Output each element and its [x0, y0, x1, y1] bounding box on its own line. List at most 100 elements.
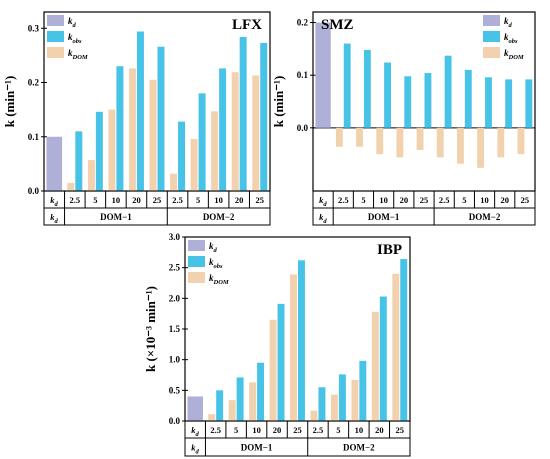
bar-kdom [371, 311, 379, 421]
group-label-kd-sub: d [323, 218, 327, 225]
bar-kobs [75, 131, 83, 191]
chart-panel-ibp: 0.0 0.5 1.0 1.5 2.0 2.5 3.0 k (×10⁻³ min⁻¹) IBP k… [143, 232, 411, 457]
y-tick-label: 0.0 [297, 123, 309, 133]
category-label: 2.5 [338, 195, 349, 205]
bar-kobs [359, 360, 367, 421]
category-label: 10 [379, 195, 388, 205]
y-tick-label: 1.0 [169, 355, 181, 365]
group-label-kd-base: k [191, 443, 196, 453]
category-label: 10 [480, 195, 489, 205]
group-label: DOM−1 [241, 443, 273, 453]
category-label: 20 [235, 195, 244, 205]
y-tick-label: 0.3 [28, 23, 40, 33]
category-label: 2.5 [172, 195, 183, 205]
group-label: DOM−2 [203, 212, 235, 222]
bar-kdom [392, 273, 400, 421]
category-label-kd: kd [319, 195, 327, 208]
bar-kdom [497, 127, 505, 158]
bar-kobs [157, 46, 165, 192]
bar-kobs [239, 36, 247, 192]
bar-kobs [424, 73, 432, 128]
bar-kobs [216, 390, 224, 421]
legend-swatch [188, 256, 205, 267]
legend-label: kobs [209, 257, 223, 270]
legend-swatch [47, 31, 64, 42]
legend-label: kDOM [68, 48, 88, 61]
bar-kobs [379, 296, 387, 421]
y-axis-title: k (min⁻¹) [271, 76, 286, 128]
legend-label: kd [68, 16, 77, 29]
bar-kdom [108, 109, 116, 191]
category-label: 20 [273, 425, 282, 435]
category-label: 10 [252, 425, 261, 435]
y-tick-label: 0.1 [28, 132, 40, 142]
legend-label-base: k [68, 16, 73, 26]
category-label: 20 [500, 195, 509, 205]
bar-kdom [330, 394, 338, 421]
bar-kobs [257, 362, 265, 421]
legend-label-sub: d [73, 22, 77, 29]
bar-kobs [363, 49, 371, 128]
category-label-kd-base: k [50, 195, 55, 205]
category-label: 25 [521, 195, 530, 205]
legend-label-base: k [68, 48, 73, 58]
bar-kobs [277, 303, 285, 421]
y-tick-label: 0.1 [297, 70, 309, 80]
category-label: 5 [361, 195, 365, 205]
chart-title: LFX [232, 17, 262, 33]
y-tick-label: 1.5 [169, 324, 181, 334]
group-label-kd: kd [319, 212, 327, 225]
y-tick-label: 2.5 [169, 263, 181, 273]
category-label: 2.5 [313, 425, 324, 435]
bar-kdom [208, 414, 216, 421]
legend-label-base: k [209, 257, 214, 267]
bar-kdom [457, 127, 464, 164]
category-label: 25 [420, 195, 429, 205]
legend-swatch [483, 15, 500, 26]
category-label: 20 [132, 195, 141, 205]
group-label: DOM−1 [368, 212, 400, 222]
bar-kdom [335, 127, 343, 147]
legend-label: kDOM [209, 273, 229, 286]
bar-kdom [149, 79, 157, 191]
bar-kd [46, 136, 63, 191]
bar-kd [315, 22, 331, 128]
y-tick-label: 0.2 [297, 18, 309, 28]
category-label: 10 [214, 195, 223, 205]
legend-swatch [47, 15, 64, 26]
legend-label: kobs [504, 32, 518, 45]
bar-kdom [436, 127, 444, 158]
category-label: 25 [153, 195, 162, 205]
bar-kobs [525, 79, 533, 128]
legend-label-sub: obs [214, 263, 224, 270]
bar-kdom [67, 182, 75, 191]
category-label-kd-sub: d [55, 201, 59, 208]
bar-kdom [211, 111, 219, 191]
group-label-kd: kd [50, 212, 58, 225]
bar-kdom [228, 400, 236, 421]
legend-swatch [483, 31, 500, 42]
bar-kdom [416, 127, 424, 150]
legend-label-base: k [504, 48, 509, 58]
legend-label-sub: d [509, 22, 513, 29]
category-label-kd-base: k [191, 425, 196, 435]
category-label: 25 [396, 425, 405, 435]
y-tick-label: 2.0 [169, 293, 181, 303]
bar-kobs [260, 42, 268, 191]
bar-kobs [404, 76, 412, 128]
group-label-kd-base: k [50, 212, 55, 222]
bar-kobs [384, 62, 391, 128]
bar-kobs [236, 377, 244, 421]
bar-kdom [249, 382, 257, 421]
category-label: 25 [255, 195, 264, 205]
category-label: 10 [355, 425, 364, 435]
bar-kobs [198, 93, 206, 191]
bar-kdom [87, 160, 95, 191]
category-label-kd: kd [191, 425, 199, 438]
bar-kdom [252, 75, 260, 191]
bar-kobs [178, 121, 186, 191]
